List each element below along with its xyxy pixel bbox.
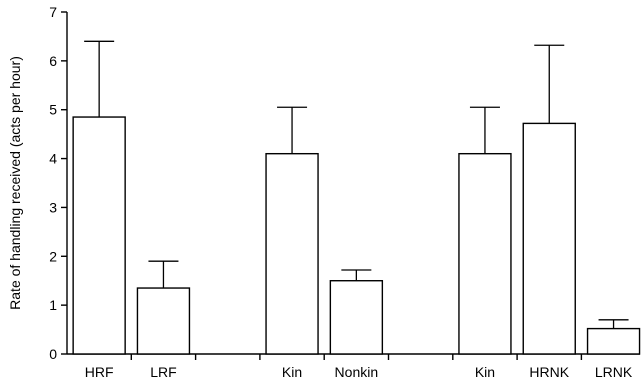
- category-label: Kin: [282, 364, 302, 380]
- bar-lrnk: [586, 327, 641, 355]
- bar-lrf: [136, 287, 191, 355]
- bar-kin: [458, 152, 512, 355]
- bar-hrnk: [522, 122, 576, 355]
- y-tick-label: 1: [49, 297, 57, 313]
- y-tick-label: 0: [49, 346, 57, 362]
- y-tick-label: 5: [49, 102, 57, 118]
- category-label: HRF: [85, 364, 114, 380]
- category-label: LRNK: [595, 364, 633, 380]
- y-tick-label: 4: [49, 151, 57, 167]
- category-labels: HRF LRF Kin Nonkin Kin HRNK LRNK: [85, 364, 633, 380]
- y-ticks: 0 1 2 3 4 5 6 7: [49, 4, 67, 362]
- y-tick-label: 7: [49, 4, 57, 20]
- y-tick-label: 6: [49, 53, 57, 69]
- bars: [72, 40, 641, 355]
- category-label: Kin: [475, 364, 495, 380]
- category-label: LRF: [150, 364, 176, 380]
- y-tick-label: 2: [49, 248, 57, 264]
- bar-nonkin: [329, 280, 384, 355]
- category-label: HRNK: [529, 364, 569, 380]
- y-axis-title: Rate of handling received (acts per hour…: [7, 56, 23, 310]
- bar-hrf: [72, 116, 126, 355]
- bar-kin: [265, 152, 319, 355]
- category-label: Nonkin: [335, 364, 379, 380]
- y-tick-label: 3: [49, 199, 57, 215]
